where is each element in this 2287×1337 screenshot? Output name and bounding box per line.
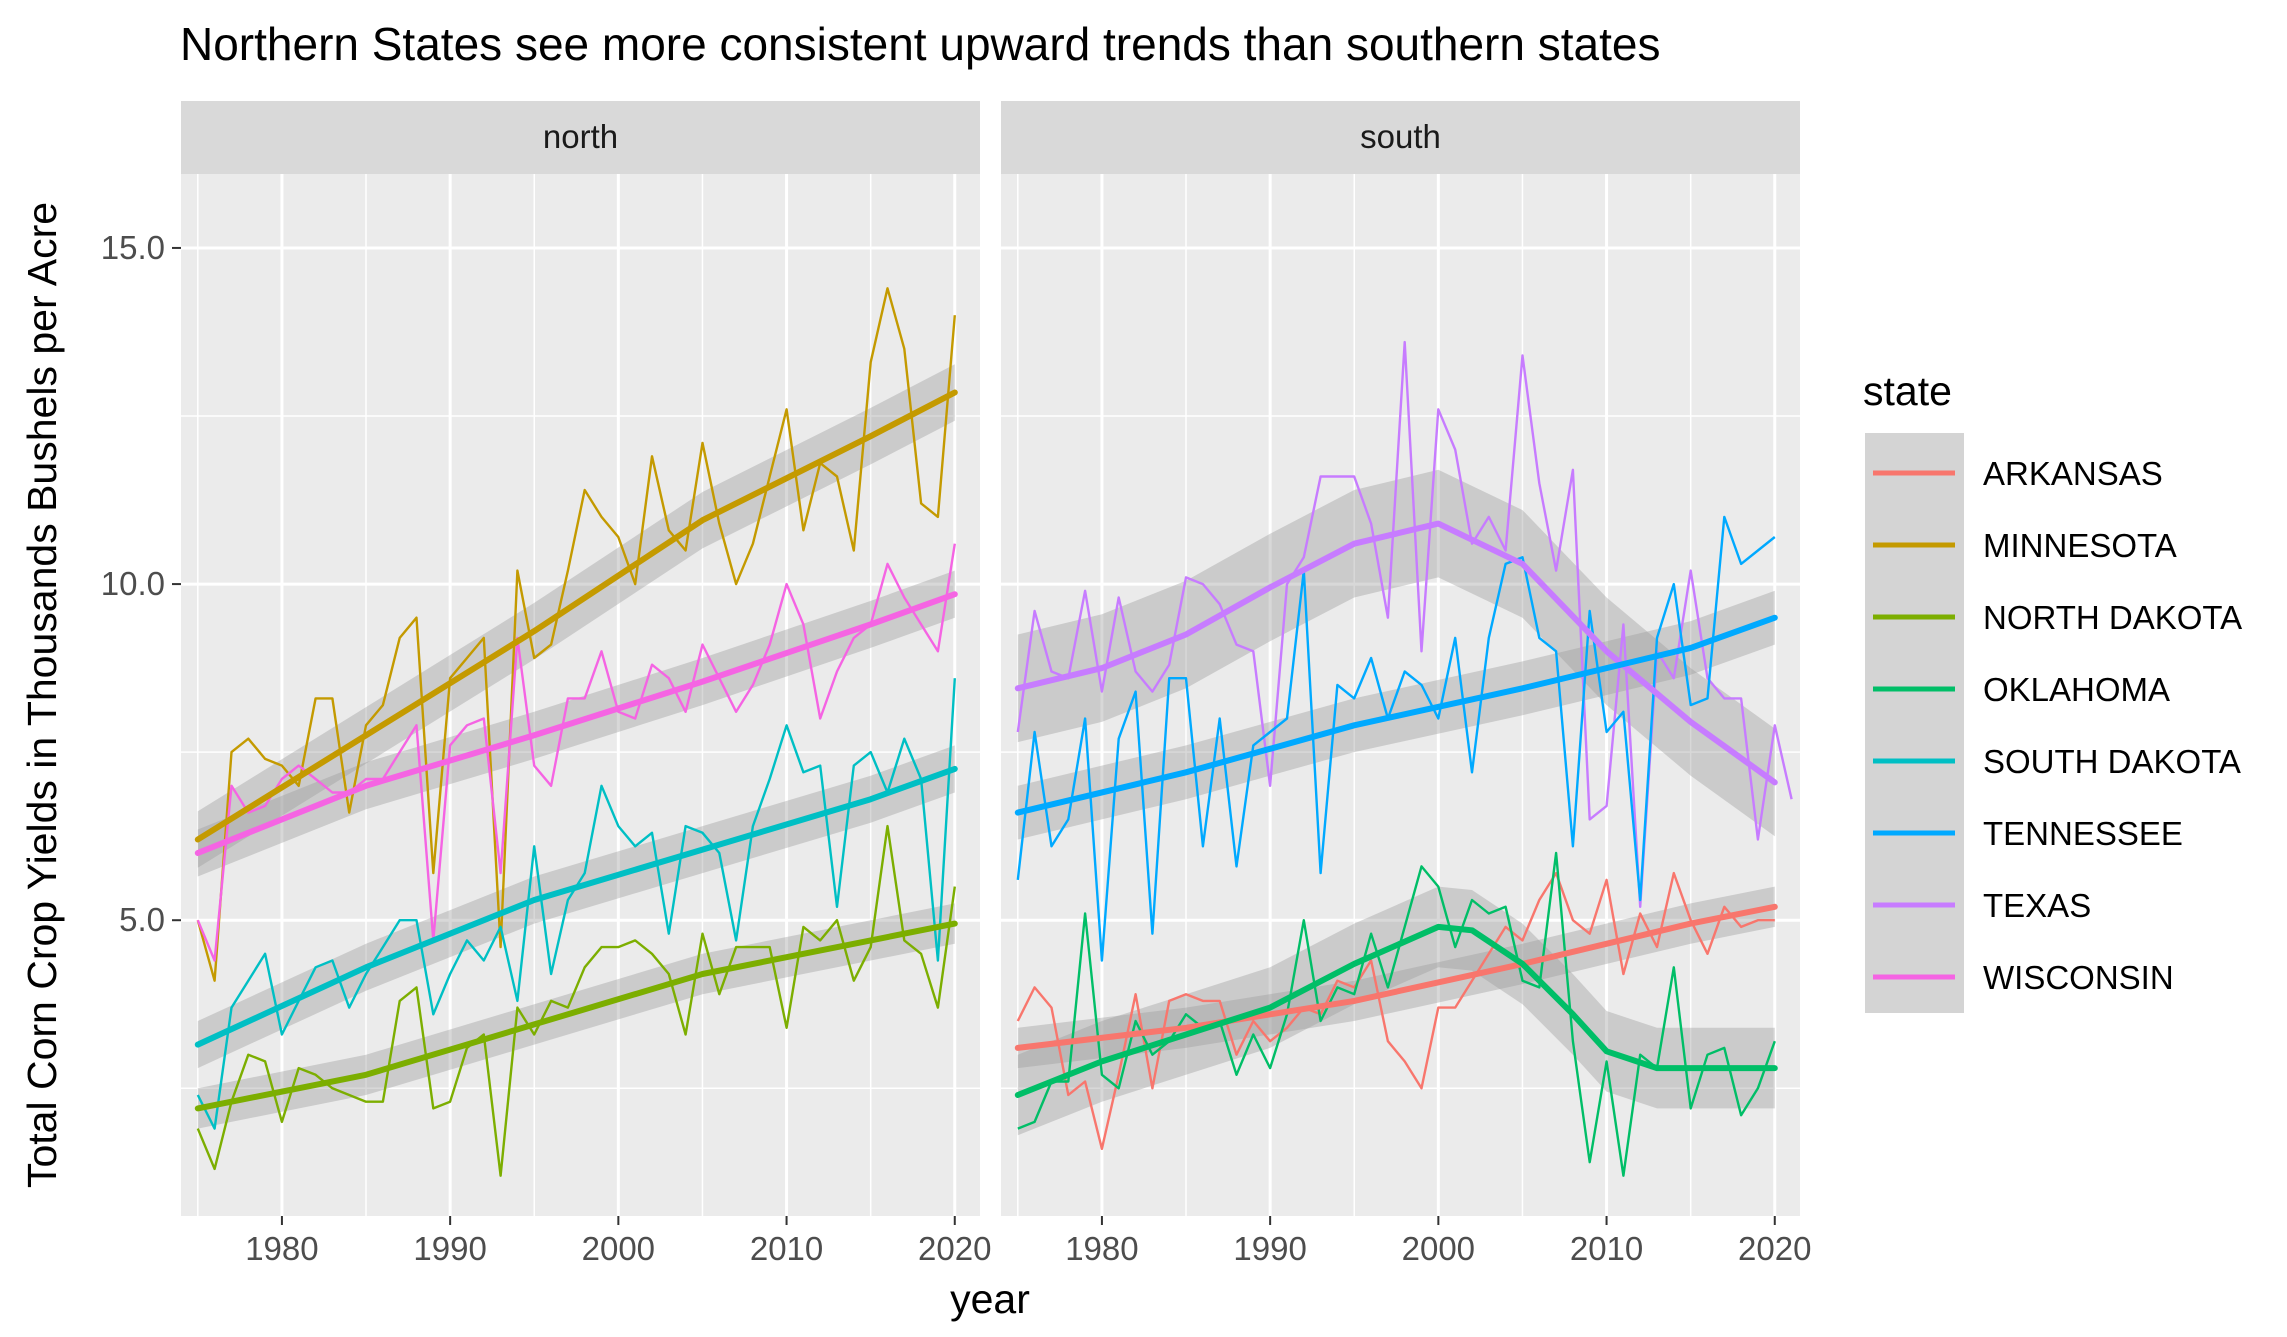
- trend-line-arkansas: [1014, 903, 1778, 1051]
- x-tick-label: 2020: [1738, 1230, 1811, 1267]
- panel-background: [181, 174, 980, 1216]
- y-axis-title: Total Corn Crop Yields in Thousands Bush…: [19, 202, 65, 1188]
- legend-label: SOUTH DAKOTA: [1983, 743, 2241, 780]
- series-line-tennessee: [1016, 515, 1776, 962]
- x-tick-label: 2000: [1402, 1230, 1475, 1267]
- legend-item-arkansas: ARKANSAS: [1873, 455, 2163, 492]
- trend-line-oklahoma: [1014, 923, 1778, 1098]
- legend-items: ARKANSAS MINNESOTA NORTH DAKOTA OKLAHOMA SOU…: [1873, 455, 2242, 996]
- gridlines: [181, 174, 980, 1216]
- legend-item-tennessee: TENNESSEE: [1873, 815, 2183, 852]
- trend-line-tennessee: [1014, 614, 1778, 816]
- x-tick-label: 1980: [1065, 1230, 1138, 1267]
- y-tick-label: 5.0: [119, 901, 165, 938]
- trend-line-texas: [1014, 520, 1778, 786]
- x-tick-label: 2000: [582, 1230, 655, 1267]
- plot-area: [1014, 340, 1793, 1177]
- series-line-arkansas: [1016, 871, 1775, 1151]
- facet-strip: [181, 101, 980, 174]
- confidence-band-south-dakota: [197, 745, 955, 1069]
- facet-strip-label: north: [543, 118, 618, 155]
- x-tick-label: 1980: [245, 1230, 318, 1267]
- legend-key-background: [1865, 433, 1964, 1013]
- x-tick-label: 2010: [1570, 1230, 1643, 1267]
- legend-title: state: [1863, 368, 1952, 414]
- legend-label: WISCONSIN: [1983, 959, 2174, 996]
- legend-item-north-dakota: NORTH DAKOTA: [1873, 599, 2242, 636]
- trend-line-wisconsin: [194, 591, 958, 856]
- legend-label: TENNESSEE: [1983, 815, 2183, 852]
- confidence-band-texas: [1017, 469, 1775, 837]
- x-tick-label: 1990: [1233, 1230, 1306, 1267]
- trend-line-minnesota: [194, 389, 958, 843]
- facet-strip-label: south: [1360, 118, 1441, 155]
- y-tick-label: 10.0: [101, 565, 165, 602]
- legend-label: TEXAS: [1983, 887, 2091, 924]
- x-tick-label: 2020: [918, 1230, 991, 1267]
- trend-line-north-dakota: [194, 920, 958, 1112]
- x-tick-label: 1990: [413, 1230, 486, 1267]
- legend-item-texas: TEXAS: [1873, 887, 2091, 924]
- legend-item-south-dakota: SOUTH DAKOTA: [1873, 743, 2241, 780]
- facet-strip: [1001, 101, 1800, 174]
- x-axis-title: year: [950, 1276, 1030, 1322]
- y-tick-label: 15.0: [101, 229, 165, 266]
- trend-line-south-dakota: [194, 765, 958, 1048]
- legend-label: ARKANSAS: [1983, 455, 2163, 492]
- series-line-wisconsin: [196, 543, 956, 962]
- plot-area: [194, 287, 958, 1177]
- x-tick-label: 2010: [750, 1230, 823, 1267]
- series-line-oklahoma: [1017, 851, 1776, 1177]
- legend: state ARKANSAS MINNESOTA NORTH DAKOTA OKLAH…: [1863, 368, 2242, 1013]
- legend-item-wisconsin: WISCONSIN: [1873, 959, 2174, 996]
- panel-south: south 1980 1990 2000 2010 2020: [1001, 101, 1811, 1267]
- chart-title: Northern States see more consistent upwa…: [180, 18, 1660, 70]
- legend-label: MINNESOTA: [1983, 527, 2177, 564]
- legend-item-minnesota: MINNESOTA: [1873, 527, 2177, 564]
- panel-north: north 1980 1990 2000 2010 2020 5.0 10.0 15.0: [101, 101, 991, 1267]
- legend-label: NORTH DAKOTA: [1983, 599, 2242, 636]
- legend-item-oklahoma: OKLAHOMA: [1873, 671, 2170, 708]
- series-line-texas: [1016, 340, 1793, 908]
- legend-label: OKLAHOMA: [1983, 671, 2170, 708]
- series-line-minnesota: [196, 287, 956, 982]
- confidence-band-oklahoma: [1017, 886, 1775, 1136]
